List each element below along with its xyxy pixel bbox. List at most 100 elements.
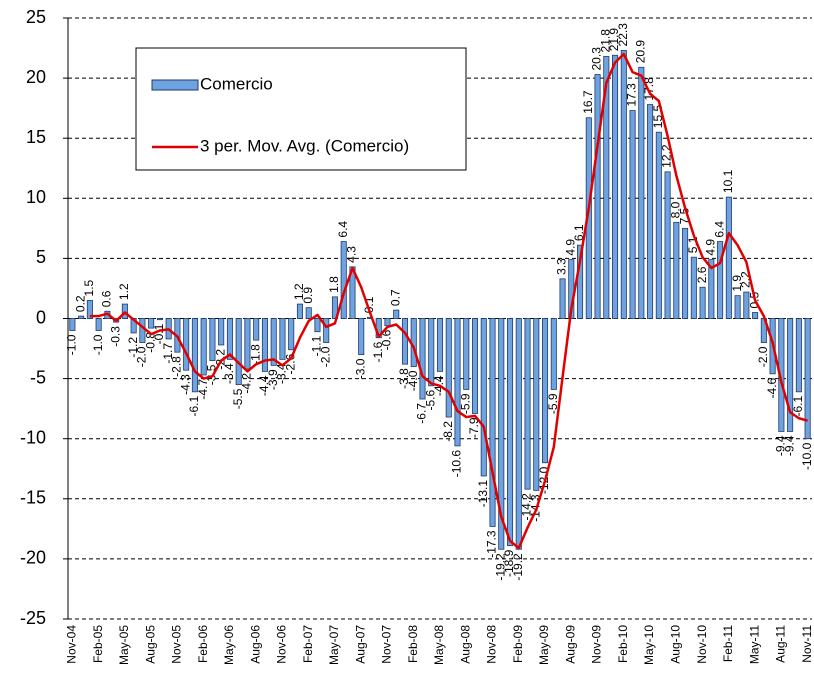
data-label: 1.8: [327, 276, 341, 293]
data-label: -1.2: [126, 337, 140, 358]
bar: [708, 259, 715, 319]
data-label: 0.7: [388, 289, 402, 306]
bar: [86, 300, 93, 319]
bar: [620, 50, 627, 319]
data-label: 0.6: [100, 290, 114, 307]
bar: [183, 318, 190, 371]
bar: [244, 318, 251, 370]
bar: [655, 131, 662, 319]
bar: [436, 318, 444, 372]
data-label: 6.4: [712, 221, 726, 238]
bar: [524, 318, 531, 490]
data-label: -0.8: [143, 332, 157, 353]
data-label: 21.9: [607, 28, 621, 52]
x-tick-label: Nov-07: [380, 625, 394, 664]
data-label: -0.6: [380, 329, 394, 350]
data-label: -3.0: [353, 358, 367, 379]
data-label: 17.3: [625, 83, 639, 107]
data-label: 1.5: [82, 279, 96, 296]
bar: [209, 318, 216, 361]
data-label: -1.6: [371, 341, 385, 362]
x-tick-label: Feb-09: [511, 625, 525, 663]
data-label: -0.1: [152, 323, 166, 344]
bar: [358, 318, 365, 355]
data-label: -5.6: [423, 389, 437, 410]
bar: [428, 318, 435, 387]
y-tick-label: -15: [20, 488, 46, 508]
bar: [471, 318, 479, 414]
y-tick-label: 15: [26, 127, 46, 147]
x-tick-label: Feb-08: [406, 625, 420, 663]
bar: [498, 318, 505, 550]
bar: [95, 318, 102, 331]
y-tick-label: 25: [26, 7, 46, 27]
data-label: 0.2: [73, 295, 87, 312]
x-tick-label: Aug-06: [248, 625, 262, 664]
y-tick-label: 0: [36, 307, 46, 327]
y-tick-label: -25: [20, 608, 46, 628]
bar: [787, 318, 794, 432]
bar: [629, 110, 636, 319]
data-label: -14.2: [520, 493, 534, 521]
bar: [69, 318, 76, 331]
bar: [533, 318, 540, 491]
data-label: -10.6: [450, 450, 464, 478]
bar: [78, 315, 85, 319]
data-label: -6.7: [415, 403, 429, 424]
data-label: -19.2: [493, 553, 507, 581]
bar: [323, 318, 330, 343]
x-tick-label: Aug-08: [458, 625, 472, 664]
legend-swatch: [151, 79, 199, 91]
bar: [795, 318, 802, 393]
bar: [542, 318, 549, 464]
data-label: 16.7: [581, 90, 595, 114]
data-label: -2.0: [756, 346, 770, 367]
bar: [594, 74, 601, 319]
legend-label: 3 per. Mov. Avg. (Comercio): [200, 136, 409, 155]
bar: [218, 318, 225, 346]
data-label: -10.0: [800, 442, 814, 470]
bar: [612, 54, 619, 319]
data-label: -2.6: [283, 353, 297, 374]
bar: [454, 318, 461, 447]
x-tick-label: May-05: [117, 625, 131, 665]
bar: [288, 318, 295, 351]
data-label: 1.2: [117, 283, 131, 300]
data-label: -18.9: [502, 549, 516, 577]
bar: [734, 295, 741, 319]
data-label: -13.1: [476, 480, 490, 508]
data-label: 1.2: [292, 283, 306, 300]
bar: [725, 196, 732, 319]
x-tick-label: Feb-06: [196, 625, 210, 663]
data-label: 4.9: [563, 239, 577, 256]
bar: [419, 318, 426, 400]
bar: [673, 221, 680, 319]
data-label: -3.9: [266, 369, 280, 390]
data-label: 8.0: [669, 201, 683, 218]
bar: [752, 312, 759, 319]
x-tick-label: Nov-10: [695, 625, 709, 664]
bar: [690, 256, 697, 319]
x-tick-label: Feb-10: [616, 625, 630, 663]
x-tick-label: Aug-09: [563, 625, 577, 664]
x-tick-label: May-06: [222, 625, 236, 665]
data-label: -9.4: [782, 435, 796, 456]
data-label: -5.5: [231, 388, 245, 409]
x-tick-label: Nov-05: [170, 625, 184, 664]
y-tick-label: 10: [26, 187, 46, 207]
bar: [717, 241, 724, 319]
data-label: -1.1: [310, 335, 324, 356]
data-label: -6.1: [187, 396, 201, 417]
bar: [664, 171, 671, 319]
bar: [463, 318, 470, 390]
x-tick-label: Nov-09: [590, 625, 604, 664]
data-label: -2.0: [318, 346, 332, 367]
bar: [270, 318, 277, 366]
bar: [279, 318, 286, 360]
x-tick-label: Nov-06: [275, 625, 289, 664]
x-tick-label: May-11: [747, 625, 761, 664]
x-tick-label: Nov-08: [485, 625, 499, 664]
bar: [340, 241, 347, 319]
data-label: 4.9: [704, 239, 718, 256]
